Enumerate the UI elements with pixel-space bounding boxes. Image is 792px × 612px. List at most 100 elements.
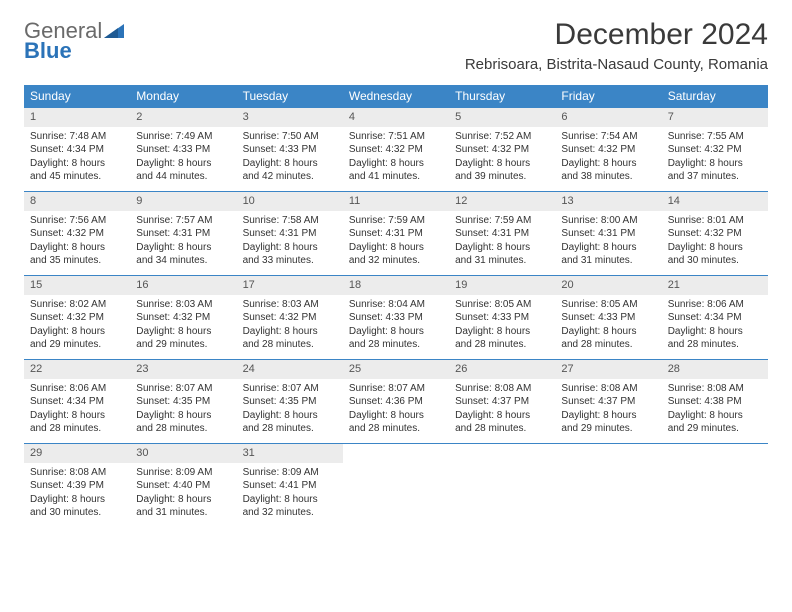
sunrise-text: Sunrise: 8:08 AM bbox=[30, 466, 124, 480]
sunrise-text: Sunrise: 8:08 AM bbox=[668, 382, 762, 396]
calendar-cell bbox=[343, 444, 449, 528]
daylight-text: Daylight: 8 hours bbox=[561, 157, 655, 171]
day-number: 5 bbox=[449, 108, 555, 127]
day-body: Sunrise: 8:08 AMSunset: 4:37 PMDaylight:… bbox=[449, 379, 555, 442]
sunrise-text: Sunrise: 7:50 AM bbox=[243, 130, 337, 144]
sunset-text: Sunset: 4:33 PM bbox=[349, 311, 443, 325]
day-body: Sunrise: 8:08 AMSunset: 4:38 PMDaylight:… bbox=[662, 379, 768, 442]
day-body: Sunrise: 8:07 AMSunset: 4:35 PMDaylight:… bbox=[130, 379, 236, 442]
day-number: 23 bbox=[130, 360, 236, 379]
day-body: Sunrise: 8:03 AMSunset: 4:32 PMDaylight:… bbox=[130, 295, 236, 358]
sunrise-text: Sunrise: 7:52 AM bbox=[455, 130, 549, 144]
day-body: Sunrise: 7:51 AMSunset: 4:32 PMDaylight:… bbox=[343, 127, 449, 190]
calendar-table: Sunday Monday Tuesday Wednesday Thursday… bbox=[24, 85, 768, 528]
calendar-cell: 1Sunrise: 7:48 AMSunset: 4:34 PMDaylight… bbox=[24, 108, 130, 192]
daylight-text: Daylight: 8 hours bbox=[561, 241, 655, 255]
calendar-cell: 7Sunrise: 7:55 AMSunset: 4:32 PMDaylight… bbox=[662, 108, 768, 192]
day-body: Sunrise: 8:09 AMSunset: 4:40 PMDaylight:… bbox=[130, 463, 236, 526]
calendar-cell: 13Sunrise: 8:00 AMSunset: 4:31 PMDayligh… bbox=[555, 192, 661, 276]
calendar-cell: 9Sunrise: 7:57 AMSunset: 4:31 PMDaylight… bbox=[130, 192, 236, 276]
logo-triangle-icon bbox=[104, 22, 124, 38]
day-body: Sunrise: 8:06 AMSunset: 4:34 PMDaylight:… bbox=[662, 295, 768, 358]
day-number: 31 bbox=[237, 444, 343, 463]
day-number: 16 bbox=[130, 276, 236, 295]
sunrise-text: Sunrise: 8:07 AM bbox=[349, 382, 443, 396]
sunrise-text: Sunrise: 7:51 AM bbox=[349, 130, 443, 144]
sunrise-text: Sunrise: 7:57 AM bbox=[136, 214, 230, 228]
day-number: 15 bbox=[24, 276, 130, 295]
daylight-text: and 44 minutes. bbox=[136, 170, 230, 184]
sunrise-text: Sunrise: 8:00 AM bbox=[561, 214, 655, 228]
sunrise-text: Sunrise: 7:55 AM bbox=[668, 130, 762, 144]
sunrise-text: Sunrise: 8:09 AM bbox=[243, 466, 337, 480]
daylight-text: Daylight: 8 hours bbox=[30, 493, 124, 507]
daylight-text: and 31 minutes. bbox=[455, 254, 549, 268]
daylight-text: and 38 minutes. bbox=[561, 170, 655, 184]
weekday-header: Saturday bbox=[662, 85, 768, 108]
calendar-row: 22Sunrise: 8:06 AMSunset: 4:34 PMDayligh… bbox=[24, 360, 768, 444]
calendar-row: 8Sunrise: 7:56 AMSunset: 4:32 PMDaylight… bbox=[24, 192, 768, 276]
sunrise-text: Sunrise: 8:04 AM bbox=[349, 298, 443, 312]
daylight-text: Daylight: 8 hours bbox=[30, 157, 124, 171]
sunrise-text: Sunrise: 8:06 AM bbox=[30, 382, 124, 396]
daylight-text: and 29 minutes. bbox=[30, 338, 124, 352]
day-body: Sunrise: 8:08 AMSunset: 4:37 PMDaylight:… bbox=[555, 379, 661, 442]
calendar-cell: 31Sunrise: 8:09 AMSunset: 4:41 PMDayligh… bbox=[237, 444, 343, 528]
daylight-text: Daylight: 8 hours bbox=[561, 409, 655, 423]
sunset-text: Sunset: 4:41 PM bbox=[243, 479, 337, 493]
sunset-text: Sunset: 4:37 PM bbox=[455, 395, 549, 409]
day-body: Sunrise: 8:01 AMSunset: 4:32 PMDaylight:… bbox=[662, 211, 768, 274]
sunset-text: Sunset: 4:32 PM bbox=[668, 143, 762, 157]
daylight-text: and 33 minutes. bbox=[243, 254, 337, 268]
calendar-cell bbox=[662, 444, 768, 528]
day-number: 19 bbox=[449, 276, 555, 295]
daylight-text: and 29 minutes. bbox=[561, 422, 655, 436]
sunset-text: Sunset: 4:33 PM bbox=[243, 143, 337, 157]
day-number: 24 bbox=[237, 360, 343, 379]
sunrise-text: Sunrise: 7:56 AM bbox=[30, 214, 124, 228]
daylight-text: Daylight: 8 hours bbox=[30, 325, 124, 339]
weekday-header: Sunday bbox=[24, 85, 130, 108]
daylight-text: Daylight: 8 hours bbox=[30, 241, 124, 255]
calendar-cell: 25Sunrise: 8:07 AMSunset: 4:36 PMDayligh… bbox=[343, 360, 449, 444]
weekday-header: Thursday bbox=[449, 85, 555, 108]
daylight-text: and 28 minutes. bbox=[668, 338, 762, 352]
day-number: 20 bbox=[555, 276, 661, 295]
daylight-text: and 37 minutes. bbox=[668, 170, 762, 184]
daylight-text: and 39 minutes. bbox=[455, 170, 549, 184]
calendar-cell bbox=[449, 444, 555, 528]
sunset-text: Sunset: 4:32 PM bbox=[30, 311, 124, 325]
daylight-text: and 28 minutes. bbox=[349, 422, 443, 436]
daylight-text: and 28 minutes. bbox=[243, 338, 337, 352]
daylight-text: and 28 minutes. bbox=[561, 338, 655, 352]
daylight-text: and 29 minutes. bbox=[136, 338, 230, 352]
calendar-cell: 15Sunrise: 8:02 AMSunset: 4:32 PMDayligh… bbox=[24, 276, 130, 360]
day-number: 3 bbox=[237, 108, 343, 127]
sunset-text: Sunset: 4:36 PM bbox=[349, 395, 443, 409]
daylight-text: and 30 minutes. bbox=[30, 506, 124, 520]
sunset-text: Sunset: 4:33 PM bbox=[455, 311, 549, 325]
day-number: 7 bbox=[662, 108, 768, 127]
day-number: 11 bbox=[343, 192, 449, 211]
sunset-text: Sunset: 4:38 PM bbox=[668, 395, 762, 409]
calendar-cell: 24Sunrise: 8:07 AMSunset: 4:35 PMDayligh… bbox=[237, 360, 343, 444]
day-body: Sunrise: 8:07 AMSunset: 4:36 PMDaylight:… bbox=[343, 379, 449, 442]
day-body: Sunrise: 7:52 AMSunset: 4:32 PMDaylight:… bbox=[449, 127, 555, 190]
day-body: Sunrise: 7:57 AMSunset: 4:31 PMDaylight:… bbox=[130, 211, 236, 274]
day-number: 2 bbox=[130, 108, 236, 127]
sunrise-text: Sunrise: 8:08 AM bbox=[561, 382, 655, 396]
day-number: 29 bbox=[24, 444, 130, 463]
sunrise-text: Sunrise: 8:09 AM bbox=[136, 466, 230, 480]
day-number: 8 bbox=[24, 192, 130, 211]
day-body: Sunrise: 7:58 AMSunset: 4:31 PMDaylight:… bbox=[237, 211, 343, 274]
day-number: 6 bbox=[555, 108, 661, 127]
day-body: Sunrise: 8:09 AMSunset: 4:41 PMDaylight:… bbox=[237, 463, 343, 526]
daylight-text: Daylight: 8 hours bbox=[668, 409, 762, 423]
day-body: Sunrise: 8:00 AMSunset: 4:31 PMDaylight:… bbox=[555, 211, 661, 274]
sunset-text: Sunset: 4:34 PM bbox=[668, 311, 762, 325]
sunset-text: Sunset: 4:32 PM bbox=[349, 143, 443, 157]
calendar-cell: 3Sunrise: 7:50 AMSunset: 4:33 PMDaylight… bbox=[237, 108, 343, 192]
daylight-text: Daylight: 8 hours bbox=[455, 241, 549, 255]
daylight-text: Daylight: 8 hours bbox=[349, 325, 443, 339]
calendar-cell: 2Sunrise: 7:49 AMSunset: 4:33 PMDaylight… bbox=[130, 108, 236, 192]
